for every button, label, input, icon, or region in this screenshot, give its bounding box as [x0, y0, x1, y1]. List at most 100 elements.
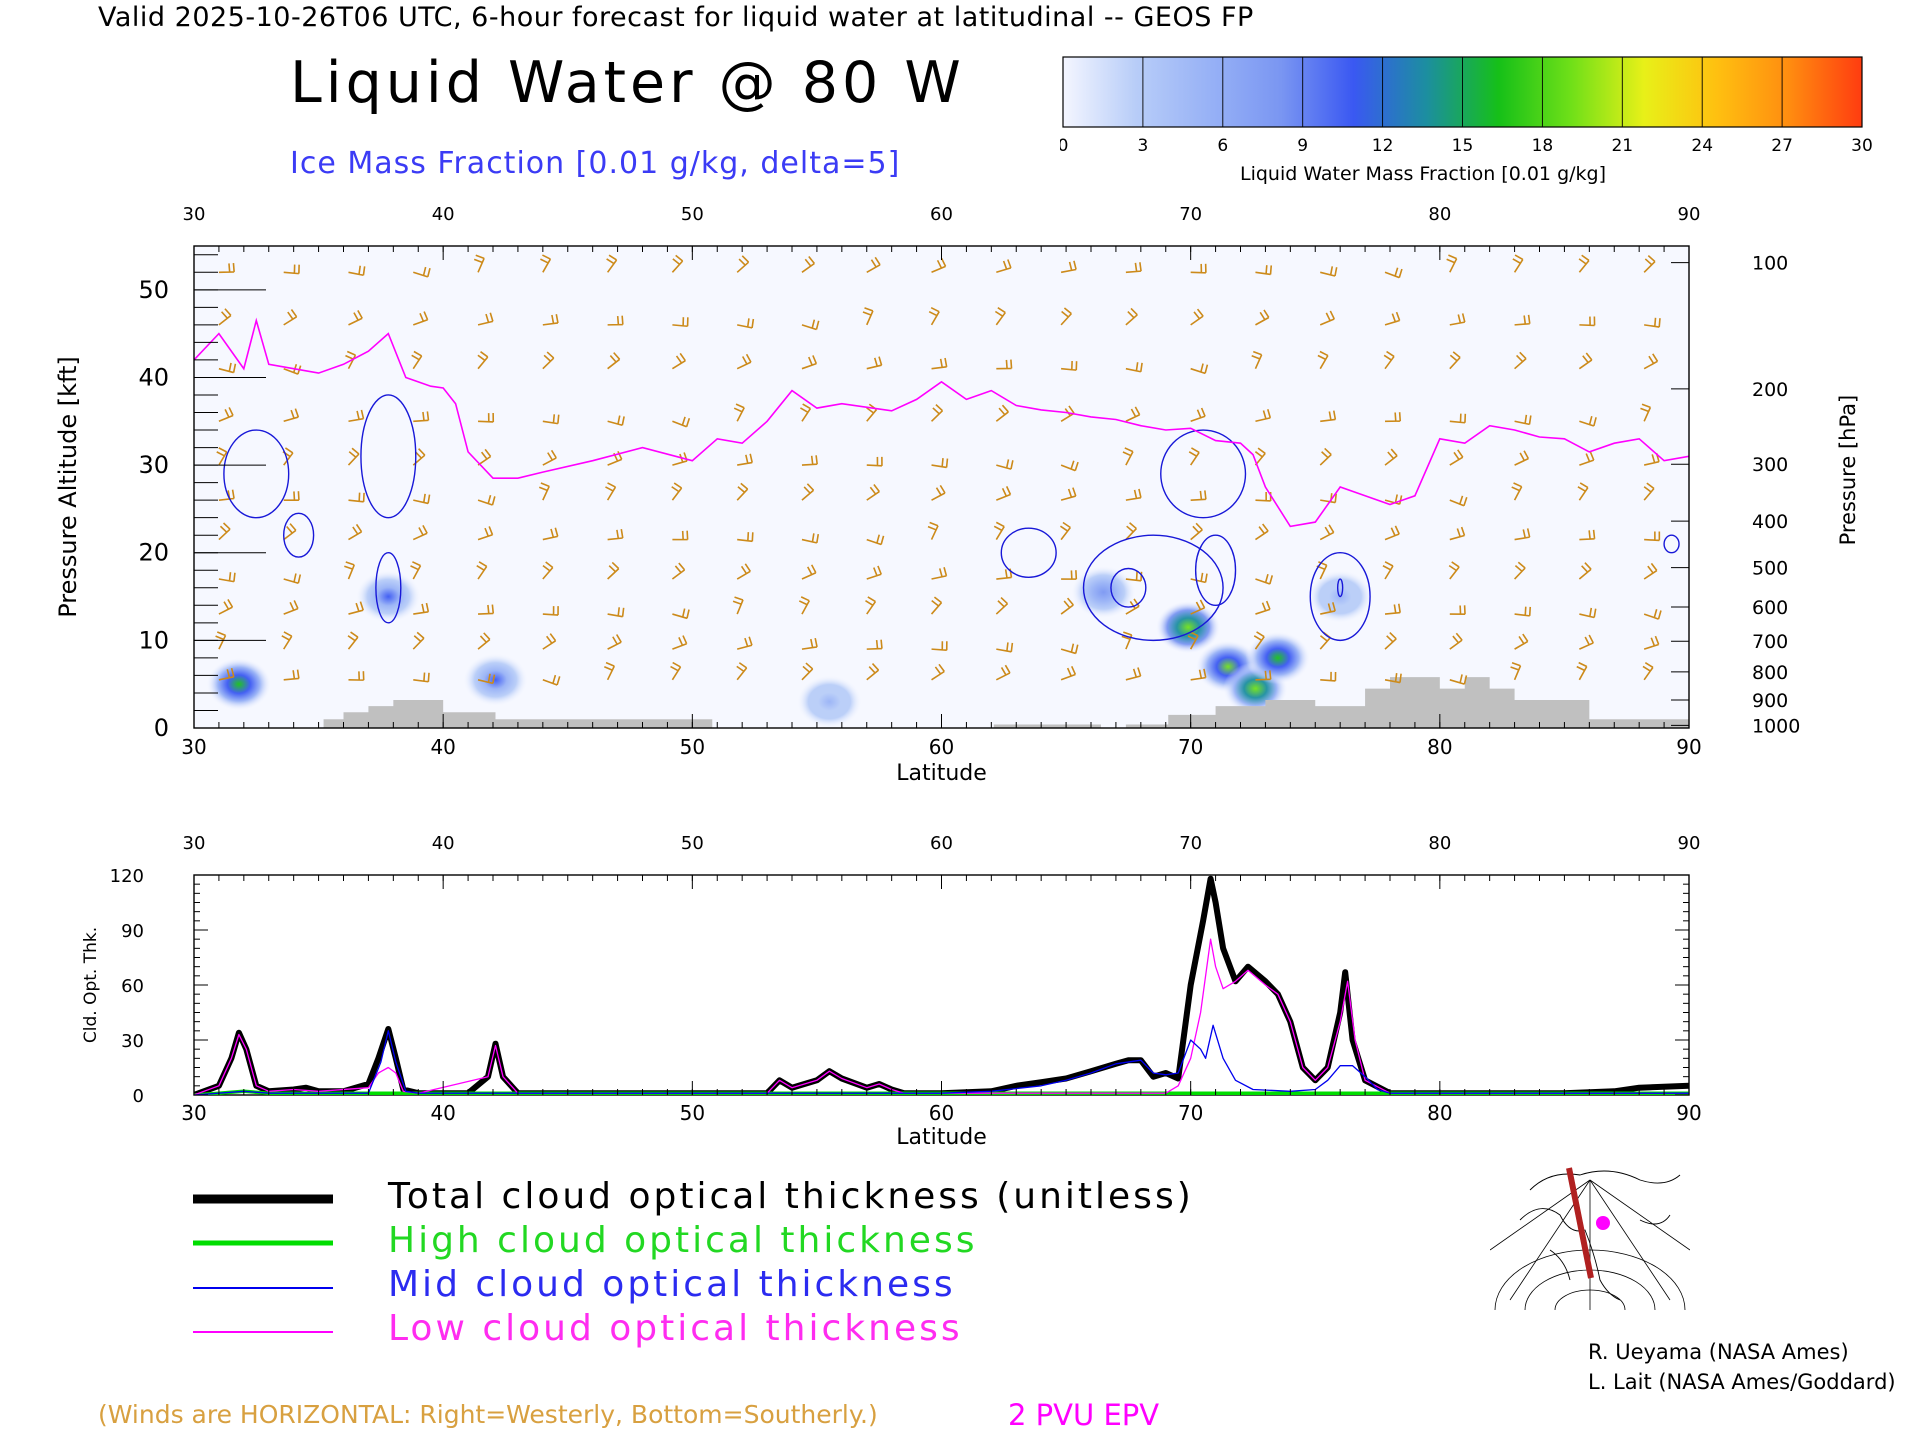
x-tick-label: 50	[680, 735, 705, 759]
wind-barb	[477, 351, 489, 370]
wind-barb	[994, 307, 1006, 326]
wind-barb-stroke	[348, 310, 363, 326]
wind-barb-stroke	[801, 564, 817, 580]
ice-contour	[282, 512, 315, 558]
wind-barb-stroke	[607, 315, 624, 326]
wind-barb-stroke	[412, 631, 425, 650]
wind-barb-stroke	[671, 482, 683, 501]
x-tick-label: 90	[1676, 735, 1701, 759]
wind-barb-stroke	[218, 599, 234, 615]
wind-barb	[477, 494, 496, 506]
pressure-tick-label: 200	[1752, 379, 1788, 401]
wind-barb-stroke	[1449, 413, 1467, 424]
wind-barb	[866, 256, 881, 273]
wind-barb-stroke	[1188, 447, 1200, 466]
wind-barb	[1320, 671, 1337, 682]
wind-barb-stroke	[672, 317, 689, 328]
wind-barb-stroke	[283, 491, 300, 501]
ice-contour	[1194, 534, 1237, 607]
wind-barb-stroke	[1384, 448, 1398, 466]
wind-barb-stroke	[1319, 310, 1335, 326]
wind-barb-stroke	[410, 561, 422, 580]
wind-barb-stroke	[1317, 350, 1329, 370]
credit-lait: L. Lait (NASA Ames/Goddard)	[1588, 1370, 1896, 1394]
wind-barb-stroke	[1060, 643, 1079, 655]
wind-barb	[607, 529, 624, 541]
wind-barb	[1514, 633, 1529, 650]
wind-barb	[347, 447, 360, 466]
map-marker	[1596, 1216, 1610, 1230]
wind-barb-stroke	[477, 526, 494, 541]
wind-barb-stroke	[1382, 561, 1394, 580]
wind-barb	[1188, 447, 1200, 466]
wind-barb	[607, 634, 622, 650]
wind-barb-stroke	[542, 527, 559, 541]
wind-barb-stroke	[1253, 631, 1265, 650]
wind-barb	[1449, 526, 1466, 541]
wind-barb-stroke	[801, 255, 816, 273]
wind-barb	[1319, 310, 1335, 326]
wind-barb-stroke	[671, 254, 684, 273]
wind-barb	[733, 403, 745, 422]
wind-barb	[801, 533, 820, 544]
wind-barb-stroke	[1514, 528, 1531, 541]
wind-barb-stroke	[542, 633, 557, 650]
wind-barb	[347, 631, 359, 650]
wind-barb	[866, 356, 883, 370]
wind-barb-stroke	[866, 256, 881, 273]
wind-barb	[283, 523, 297, 541]
wind-barb-stroke	[283, 669, 300, 681]
y-tick-label: 30	[138, 451, 169, 479]
wind-barb-stroke	[1510, 662, 1522, 681]
x-tick-label-top: 90	[1678, 204, 1701, 225]
wind-barb	[1514, 450, 1530, 466]
x2-tick-label-top: 60	[930, 833, 953, 854]
wind-barb-stroke	[928, 306, 940, 326]
wind-barb-stroke	[995, 404, 1009, 422]
wind-barb	[1190, 490, 1207, 501]
wind-barb	[1514, 351, 1527, 370]
wind-barb-stroke	[1255, 309, 1270, 326]
wind-barb	[413, 602, 430, 615]
wind-barb-stroke	[995, 664, 1011, 681]
pressure-tick-label: 500	[1752, 558, 1788, 580]
wind-barb-stroke	[1446, 254, 1458, 273]
wind-barb	[1122, 447, 1134, 466]
wind-barb-stroke	[1449, 449, 1464, 466]
wind-barb	[283, 669, 300, 681]
wind-barb	[800, 403, 812, 422]
wind-barb-stroke	[1060, 665, 1077, 681]
wind-barb	[1190, 572, 1208, 584]
wind-barb-stroke	[1514, 633, 1529, 650]
wind-barb	[1190, 363, 1209, 375]
wind-barb-stroke	[798, 596, 810, 615]
wind-barb	[607, 415, 625, 426]
wind-barb	[737, 453, 753, 466]
wind-barb	[1643, 353, 1659, 370]
header-title: Valid 2025-10-26T06 UTC, 6-hour forecast…	[98, 2, 1254, 33]
wind-barb-stroke	[1384, 525, 1400, 541]
y-tick-label: 50	[138, 276, 169, 304]
pressure-tick-label: 100	[1752, 253, 1788, 275]
wind-barb-stroke	[1061, 360, 1078, 371]
x2-tick-label-top: 70	[1179, 833, 1202, 854]
wind-barb	[412, 311, 429, 326]
x2-tick-label: 70	[1178, 1101, 1203, 1125]
wind-barb-stroke	[413, 602, 430, 615]
wind-barb-stroke	[218, 362, 237, 374]
wind-barb-stroke	[733, 403, 745, 422]
wind-barb	[604, 661, 616, 681]
wind-barb-stroke	[477, 632, 491, 650]
colorbar-tick-label: 6	[1217, 136, 1228, 156]
wind-barb-stroke	[866, 356, 883, 370]
wind-barb-stroke	[672, 635, 688, 650]
wind-barb	[1319, 524, 1335, 541]
wind-barb	[1576, 661, 1588, 681]
wind-barb-stroke	[1514, 606, 1532, 617]
wind-barb	[1643, 482, 1655, 501]
wind-barb	[798, 596, 810, 615]
wind-barb-stroke	[478, 604, 495, 615]
wind-barb	[413, 411, 430, 423]
legend-low-label: Low cloud optical thickness	[388, 1308, 963, 1349]
wind-barb	[996, 486, 1012, 501]
